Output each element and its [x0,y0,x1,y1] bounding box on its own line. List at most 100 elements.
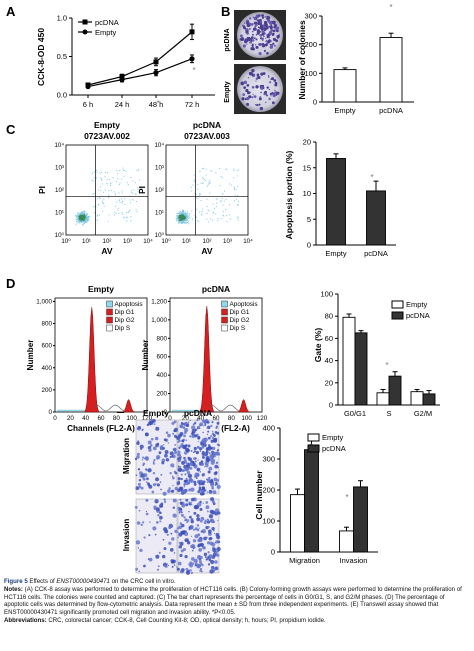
transwell-cell [199,519,203,523]
transwell-cell [143,564,146,568]
transwell-cell [196,472,200,477]
a-xtick-label: 72 h [185,100,200,109]
transwell-cell [142,462,146,466]
transwell-cell [166,563,169,565]
c-flow-event [183,221,185,223]
transwell-cell [198,486,202,489]
bar [388,375,402,406]
transwell-cell [180,513,184,517]
transwell-cell [216,479,220,482]
c-flow-event [182,210,184,212]
transwell-cell [199,507,203,511]
c-flow-event [102,202,104,204]
transwell-cell [213,532,216,534]
transwell-cell [205,501,209,504]
transwell-cell [164,529,169,534]
c-flow-event [177,214,179,216]
c-flow-event [79,213,81,215]
c-flow-event [100,190,102,192]
c-flow-event [187,212,189,214]
transwell-cell [137,468,141,471]
colonies-empty [240,68,280,111]
colony-dot [249,41,253,44]
a-sig-star: * [192,66,195,75]
c-flow-event-dense [182,215,185,217]
bar-legend-label: Empty [322,433,344,442]
caption-title-label: Figure 5 [4,578,28,585]
transwell-cell [186,521,188,524]
transwell-cell [167,489,171,493]
c-flow-event [208,182,210,184]
c-flow-event [220,176,222,178]
colony-dot [251,73,254,77]
c-flow-event [117,209,119,211]
c-flow-event [229,183,231,185]
c-flow-event-dense [181,217,183,219]
transwell-cell [169,548,174,552]
transwell-cell [177,459,181,463]
d-xtick-label: 120 [257,415,268,422]
c-flow-event-dense [182,215,184,217]
c-flow-event [135,209,137,211]
transwell-cell [173,564,176,567]
c-xtick-label: 10⁴ [143,238,153,245]
d-xtick-label: 120 [142,415,153,422]
bar-category-label: pcDNA [364,249,388,258]
bar [353,486,368,553]
transwell-cell [181,503,186,508]
a-point-empty [189,56,195,62]
transwell-cell [176,527,180,530]
c-flow-event [237,217,239,219]
c-flow-event [135,193,137,195]
transwell-cell [206,491,209,493]
transwell-cell [192,451,195,454]
colony-dot [276,29,279,33]
c-flow-event [118,199,120,201]
transwell-cell [196,418,199,422]
c-flow-event [113,214,115,216]
transwell-cell [135,540,141,545]
transwell-cell [146,423,149,427]
c-xtick-label: 10¹ [82,238,91,245]
c-flow-event [219,167,221,169]
transwell-cell [200,442,204,446]
transwell-cell [170,532,173,535]
c-xtick-label: 10⁴ [243,238,253,245]
c-flow-event [85,213,87,215]
transwell-cell [187,473,193,479]
d-peak-g1 [84,307,100,413]
transwell-row-migration: Migration [122,438,131,474]
transwell-cell [202,431,204,434]
c-flow-event [132,180,134,182]
transwell-cell [151,490,155,494]
transwell-cell [180,511,183,514]
c-flow-event-dense [79,219,81,221]
c-xtick-label: 10² [203,238,212,245]
c-flow-event [117,178,119,180]
c-flow-event [78,221,80,223]
d-plot-title: Empty [88,284,114,294]
transwell-cell [215,425,219,428]
bar-ytick-label: 200 [304,40,317,49]
c-flow-event [234,194,236,196]
colony-dot [268,76,270,78]
d-ytick-label: 200 [41,387,52,394]
bar-ytick-label: 0 [313,98,317,107]
d-xtick-label: 20 [67,415,75,422]
d-legend-swatch [221,324,228,332]
c-flow-event [127,211,129,213]
c-flow-event [76,215,78,217]
c-flow-event [139,179,141,181]
transwell-cell [143,457,146,460]
c-xlabel: AV [201,246,213,256]
c-flow-event [186,219,188,221]
transwell-cell [147,440,152,445]
c-flow-event [182,219,184,221]
transwell-cell [172,484,174,487]
c-flow-event [237,204,239,206]
colony-dot [257,26,260,29]
c-flow-event [107,220,109,222]
transwell-cell [181,439,185,443]
c-flow-event [75,224,77,226]
c-ytick-label: 10² [155,187,164,194]
